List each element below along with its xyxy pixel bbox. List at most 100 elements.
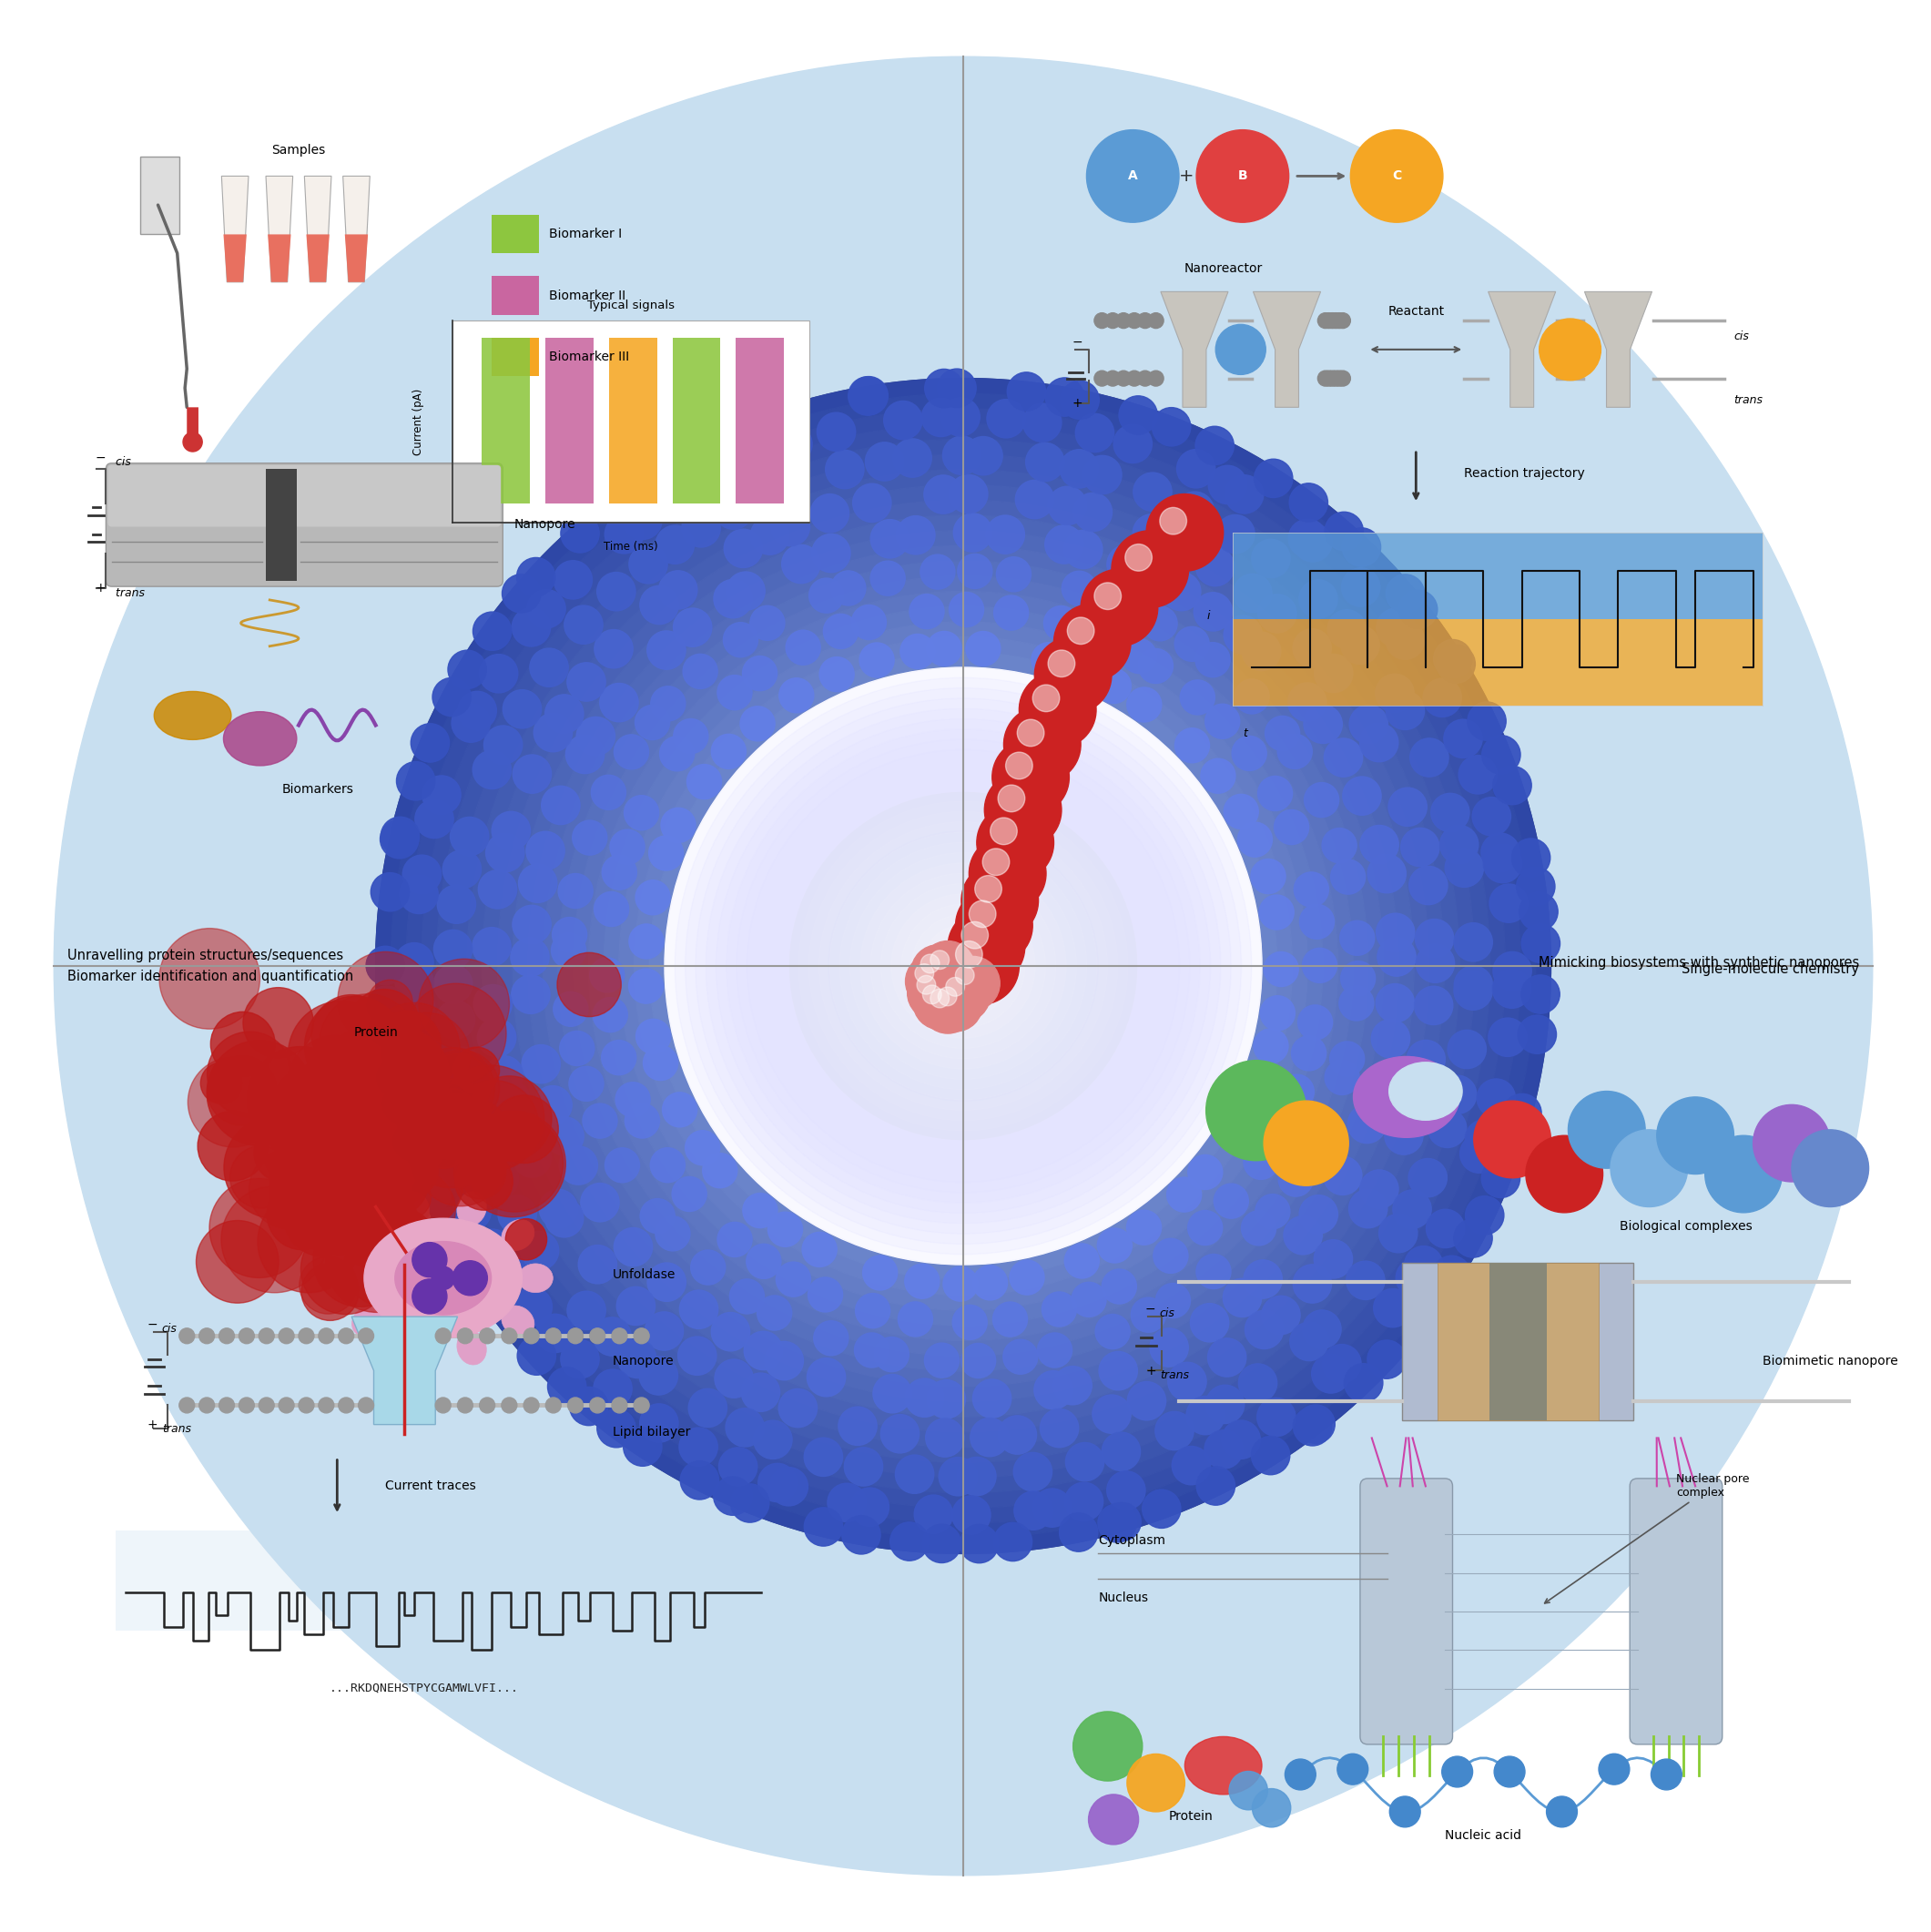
Circle shape — [865, 442, 904, 481]
Circle shape — [871, 873, 1056, 1059]
Circle shape — [438, 1065, 545, 1171]
Circle shape — [635, 881, 670, 916]
Circle shape — [1311, 1354, 1350, 1393]
Circle shape — [344, 1225, 427, 1306]
Text: Unfoldase: Unfoldase — [612, 1267, 676, 1281]
Circle shape — [510, 937, 548, 976]
Circle shape — [1278, 1161, 1313, 1196]
Circle shape — [1242, 632, 1280, 670]
Polygon shape — [344, 176, 371, 282]
Circle shape — [740, 707, 774, 742]
Circle shape — [630, 968, 664, 1003]
Circle shape — [1495, 1124, 1531, 1163]
Circle shape — [456, 1151, 514, 1209]
Circle shape — [332, 1032, 409, 1111]
Circle shape — [390, 1122, 444, 1175]
Circle shape — [1031, 643, 1066, 676]
Circle shape — [635, 705, 670, 740]
Circle shape — [1323, 1157, 1361, 1194]
Ellipse shape — [502, 1219, 535, 1250]
Circle shape — [1072, 1283, 1106, 1318]
Circle shape — [479, 869, 518, 908]
Circle shape — [896, 516, 935, 554]
Circle shape — [931, 951, 950, 970]
Text: trans: trans — [1161, 1370, 1189, 1381]
Circle shape — [1205, 1430, 1244, 1468]
Circle shape — [1195, 1254, 1230, 1289]
Circle shape — [1359, 1068, 1398, 1107]
Circle shape — [301, 1082, 365, 1146]
Circle shape — [660, 808, 695, 842]
Circle shape — [560, 1032, 595, 1066]
Circle shape — [726, 442, 765, 481]
Circle shape — [1105, 313, 1120, 328]
Circle shape — [602, 856, 637, 891]
Circle shape — [550, 933, 585, 968]
Circle shape — [938, 987, 958, 1007]
Circle shape — [1257, 595, 1296, 634]
Polygon shape — [351, 1316, 458, 1424]
Circle shape — [207, 1032, 292, 1117]
Circle shape — [380, 817, 419, 856]
Circle shape — [1054, 651, 1089, 684]
Circle shape — [769, 1211, 803, 1246]
Ellipse shape — [458, 1331, 487, 1364]
Text: −: − — [95, 452, 106, 464]
Circle shape — [1415, 945, 1454, 983]
Circle shape — [1431, 794, 1469, 833]
Circle shape — [404, 856, 440, 895]
Circle shape — [533, 1086, 572, 1124]
Text: Nanopore: Nanopore — [612, 1354, 674, 1368]
Circle shape — [502, 574, 541, 612]
Circle shape — [664, 667, 1261, 1265]
Circle shape — [923, 925, 1004, 1007]
Circle shape — [724, 529, 763, 568]
Circle shape — [1224, 1101, 1259, 1136]
Circle shape — [1477, 1078, 1516, 1117]
Circle shape — [1126, 313, 1141, 328]
Circle shape — [1373, 1289, 1412, 1327]
Text: −: − — [147, 1318, 158, 1331]
Text: +: + — [147, 1418, 158, 1432]
Circle shape — [434, 1327, 450, 1343]
Ellipse shape — [400, 1192, 429, 1225]
Circle shape — [718, 1447, 757, 1486]
Circle shape — [714, 491, 753, 529]
Circle shape — [1079, 618, 1114, 653]
Circle shape — [1004, 705, 1081, 782]
Circle shape — [419, 1117, 469, 1169]
Circle shape — [726, 572, 765, 611]
Text: −: − — [1072, 336, 1083, 348]
Circle shape — [458, 1105, 496, 1144]
Circle shape — [985, 771, 1062, 848]
Bar — [736, 338, 784, 504]
Bar — [266, 469, 297, 582]
Circle shape — [759, 1463, 798, 1501]
Circle shape — [425, 1126, 463, 1165]
Circle shape — [1253, 460, 1292, 498]
Circle shape — [1242, 1211, 1276, 1246]
Circle shape — [1201, 759, 1236, 794]
Circle shape — [1222, 1279, 1261, 1318]
Circle shape — [881, 883, 1045, 1049]
Circle shape — [434, 964, 473, 1003]
Circle shape — [713, 715, 1215, 1217]
Circle shape — [1325, 738, 1363, 777]
FancyBboxPatch shape — [1630, 1478, 1722, 1745]
Circle shape — [1133, 514, 1172, 553]
Circle shape — [807, 1277, 842, 1312]
Polygon shape — [1489, 292, 1556, 408]
Circle shape — [757, 759, 1168, 1173]
Circle shape — [680, 1428, 718, 1466]
Circle shape — [1657, 1097, 1734, 1175]
Circle shape — [819, 821, 1106, 1111]
Circle shape — [962, 1343, 996, 1378]
Circle shape — [396, 964, 434, 1001]
Circle shape — [747, 750, 1180, 1182]
Circle shape — [1037, 1333, 1072, 1368]
Circle shape — [560, 1339, 599, 1378]
Circle shape — [973, 1379, 1012, 1418]
Circle shape — [338, 1055, 409, 1126]
Circle shape — [1412, 1287, 1450, 1325]
Circle shape — [597, 1408, 635, 1447]
